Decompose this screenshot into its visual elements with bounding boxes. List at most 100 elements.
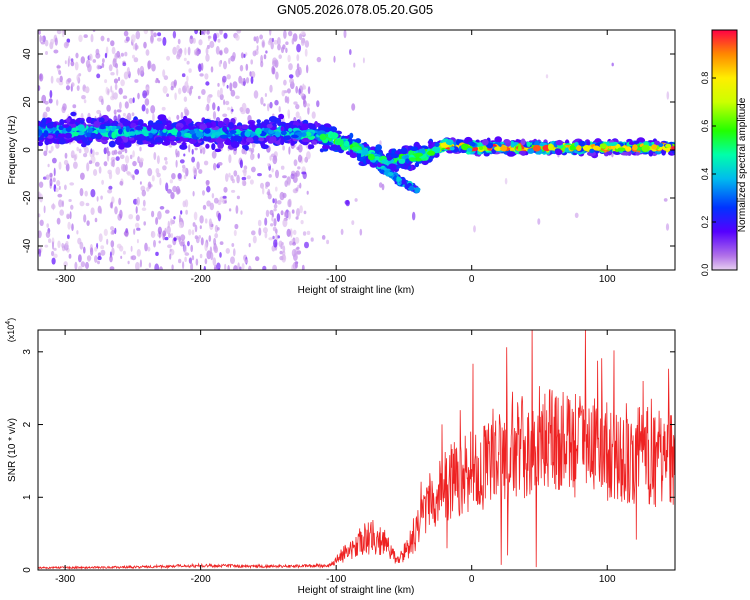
spectrogram-noise-cell [97, 256, 102, 261]
spectrogram-ytick-label: -20 [22, 190, 33, 205]
spectrogram-ridge-cell [64, 132, 72, 139]
spectrogram-ridge-cell [408, 157, 416, 162]
spectrogram-ridge-cell [199, 123, 208, 131]
spectrogram-noise-cell [252, 50, 257, 57]
spectrogram-noise-cell [212, 102, 216, 111]
spectrogram-noise-cell [191, 148, 194, 155]
spectrogram-ridge-cell [154, 123, 162, 130]
spectrogram-noise-cell [195, 50, 200, 56]
spectrogram-noise-cell [132, 150, 135, 158]
spectrogram-noise-cell [249, 179, 254, 185]
spectrogram-noise-cell [299, 182, 302, 189]
spectrogram-noise-cell [269, 209, 274, 216]
spectrogram-noise-cell [97, 260, 100, 265]
spectrogram-noise-cell [343, 30, 347, 39]
spectrogram-noise-cell [304, 48, 308, 57]
spectrogram-xlabel: Height of straight line (km) [298, 285, 415, 296]
spectrogram-noise-cell [184, 256, 187, 262]
spectrogram-noise-cell [300, 220, 304, 225]
spectrogram-noise-cell [186, 75, 189, 83]
spectrogram-ridge-cell [230, 141, 240, 149]
spectrogram-ridge-cell [71, 127, 79, 132]
spectrogram-noise-cell [118, 87, 123, 95]
spectrogram-noise-cell [233, 170, 238, 177]
spectrogram-noise-cell [260, 60, 264, 68]
spectrogram-ridge-cell [57, 133, 67, 138]
spectrogram-noise-cell [219, 241, 224, 246]
spectrogram-noise-cell [199, 253, 203, 259]
spectrogram-noise-cell [155, 217, 159, 225]
spectrogram-ridge-cell [400, 147, 408, 154]
spectrogram-noise-cell [49, 172, 53, 178]
spectrogram-ridge-cell [86, 116, 93, 124]
spectrogram-noise-cell [110, 160, 114, 167]
spectrogram-noise-cell [137, 92, 140, 100]
spectrogram-noise-cell [48, 98, 53, 104]
spectrogram-ridge-cell [211, 143, 216, 151]
spectrogram-noise-cell [307, 107, 310, 112]
spectrogram-ridge-cell [161, 131, 167, 137]
spectrogram-noise-cell [119, 180, 124, 186]
spectrogram-ylabel: Frequency (Hz) [7, 116, 18, 185]
spectrogram-noise-cell [265, 50, 268, 54]
spectrogram-noise-cell [183, 96, 188, 102]
spectrogram-noise-cell [219, 252, 222, 258]
spectrogram-noise-cell [143, 221, 146, 226]
spectrogram-noise-cell [207, 35, 212, 39]
spectrogram-noise-cell [116, 109, 122, 113]
spectrogram-noise-cell [473, 225, 476, 233]
spectrogram-noise-cell [114, 227, 117, 235]
spectrogram-noise-cell [272, 226, 277, 232]
spectrogram-ridge-cell [170, 128, 179, 136]
colorbar-tick-label: 0.0 [700, 264, 710, 277]
spectrogram-noise-cell [139, 259, 142, 268]
spectrogram-ridge-cell [53, 122, 57, 128]
spectrogram-ridge-cell [118, 143, 125, 150]
spectrogram-noise-cell [282, 145, 285, 151]
snr-ytick-label: 0 [22, 567, 33, 573]
spectrogram-noise-cell [180, 210, 183, 215]
spectrogram-noise-cell [280, 165, 285, 170]
spectrogram-noise-cell [141, 104, 146, 112]
spectrogram-noise-cell [116, 68, 119, 76]
spectrogram-ridge-cell [654, 140, 660, 146]
spectrogram-ridge-cell [280, 130, 287, 136]
spectrogram-noise-cell [224, 263, 227, 270]
spectrogram-ridge-cell [229, 130, 237, 134]
spectrogram-noise-cell [169, 253, 172, 260]
spectrogram-noise-cell [157, 80, 161, 84]
spectrogram-noise-cell [113, 109, 117, 115]
spectrogram-noise-cell [127, 171, 132, 176]
spectrogram-noise-cell [287, 177, 291, 186]
spectrogram-noise-cell [244, 259, 249, 264]
spectrogram-noise-cell [224, 100, 230, 106]
spectrogram-noise-cell [123, 30, 129, 37]
spectrogram-noise-cell [159, 177, 162, 186]
spectrogram-noise-cell [97, 252, 101, 258]
spectrogram-noise-cell [297, 166, 301, 170]
spectrogram-noise-cell [217, 82, 220, 87]
spectrogram-noise-cell [215, 45, 220, 55]
spectrogram-noise-cell [110, 72, 115, 76]
spectrogram-noise-cell [127, 260, 130, 265]
spectrogram-noise-cell [55, 187, 59, 193]
spectrogram-noise-cell [187, 240, 190, 247]
spectrogram-noise-cell [216, 227, 220, 231]
spectrogram-noise-cell [241, 78, 245, 82]
spectrogram-noise-cell [101, 98, 104, 106]
spectrogram-noise-cell [50, 38, 55, 46]
spectrogram-noise-cell [264, 217, 268, 226]
spectrogram-noise-cell [297, 154, 303, 163]
spectrogram-noise-cell [90, 247, 94, 256]
spectrogram-noise-cell [184, 47, 187, 56]
spectrogram-noise-cell [228, 154, 232, 164]
spectrogram-noise-cell [281, 90, 285, 97]
spectrogram-noise-cell [204, 242, 208, 252]
spectrogram-noise-cell [162, 85, 168, 94]
spectrogram-noise-cell [326, 239, 330, 245]
spectrogram-noise-cell [74, 261, 78, 270]
spectrogram-noise-cell [204, 258, 208, 265]
spectrogram-noise-cell [351, 220, 355, 226]
spectrogram-ridge-cell [148, 132, 153, 139]
spectrogram-noise-cell [80, 261, 86, 268]
